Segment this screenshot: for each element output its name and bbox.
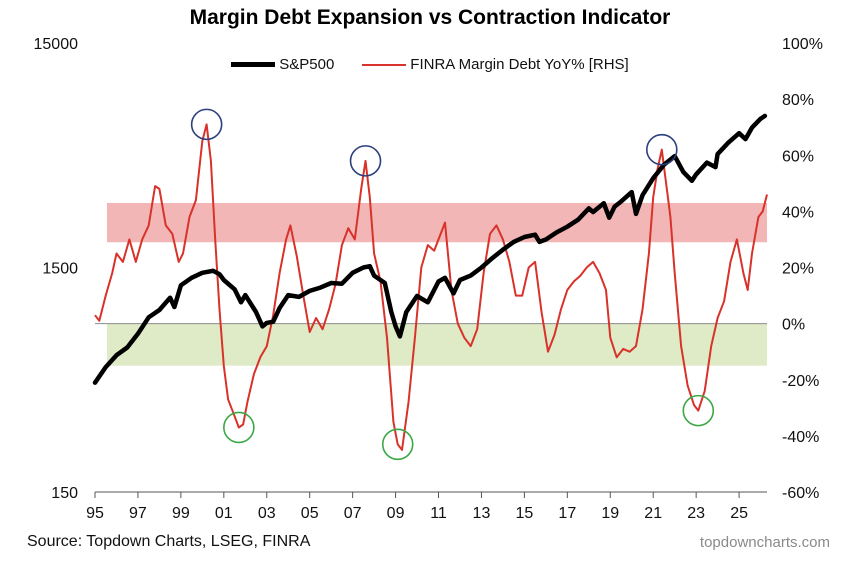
source-note: Source: Topdown Charts, LSEG, FINRA (27, 533, 311, 550)
x-tick-label-99: 99 (172, 505, 190, 522)
y-right-tick-label--40pct: -40% (782, 429, 819, 446)
highlight-circle-5 (381, 428, 414, 461)
legend-label-finra: FINRA Margin Debt YoY% [RHS] (410, 56, 629, 73)
series-line-sp500 (92, 113, 768, 385)
legend-swatch-sp500 (231, 62, 276, 67)
credit-note: topdowncharts.com (699, 534, 830, 551)
highlight-circle-3 (645, 133, 678, 166)
highlight-circle-6 (682, 394, 715, 427)
highlight-circle-1 (190, 108, 223, 141)
x-tick-label-13: 13 (473, 505, 491, 522)
x-tick-label-15: 15 (515, 505, 533, 522)
x-tick-label-97: 97 (129, 505, 147, 522)
legend-item-finra: FINRA Margin Debt YoY% [RHS] (362, 56, 629, 73)
highlight-circle-2 (349, 145, 382, 177)
series-line-finra (94, 123, 768, 451)
x-tick-label-09: 09 (387, 505, 405, 522)
y-right-tick-label-100pct: 100% (782, 36, 823, 53)
band-contraction (107, 323, 767, 366)
y-right-tick-label-60pct: 60% (782, 148, 814, 165)
x-tick-label-05: 05 (301, 505, 319, 522)
band-expansion (107, 202, 767, 243)
legend: S&P500 FINRA Margin Debt YoY% [RHS] (0, 56, 860, 73)
y-right-tick-label-80pct: 80% (782, 92, 814, 109)
y-left-tick-label-1500: 1500 (42, 261, 78, 278)
y-right-tick-label-40pct: 40% (782, 204, 814, 221)
x-tick-label-17: 17 (558, 505, 576, 522)
legend-item-sp500: S&P500 (231, 56, 334, 73)
x-tick-label-11: 11 (430, 505, 447, 522)
legend-swatch-finra (362, 63, 407, 66)
x-tick-label-01: 01 (215, 505, 233, 522)
y-right-tick-label--60pct: -60% (782, 485, 819, 502)
x-tick-label-95: 95 (86, 505, 104, 522)
y-left-tick-label-15000: 15000 (34, 36, 79, 53)
y-right-tick-label-0pct: 0% (782, 317, 805, 334)
x-tick-label-23: 23 (687, 505, 705, 522)
y-right-tick-label--20pct: -20% (782, 373, 819, 390)
x-tick-label-21: 21 (644, 505, 662, 522)
x-tick-label-19: 19 (601, 505, 619, 522)
x-tick-label-25: 25 (730, 505, 748, 522)
highlight-circle-4 (223, 411, 255, 444)
y-left-tick-label-150: 150 (51, 485, 78, 502)
x-tick-label-07: 07 (344, 505, 362, 522)
chart-title: Margin Debt Expansion vs Contraction Ind… (189, 6, 671, 29)
x-tick-label-03: 03 (258, 505, 276, 522)
y-right-tick-label-20pct: 20% (782, 261, 814, 278)
legend-label-sp500: S&P500 (279, 56, 335, 73)
